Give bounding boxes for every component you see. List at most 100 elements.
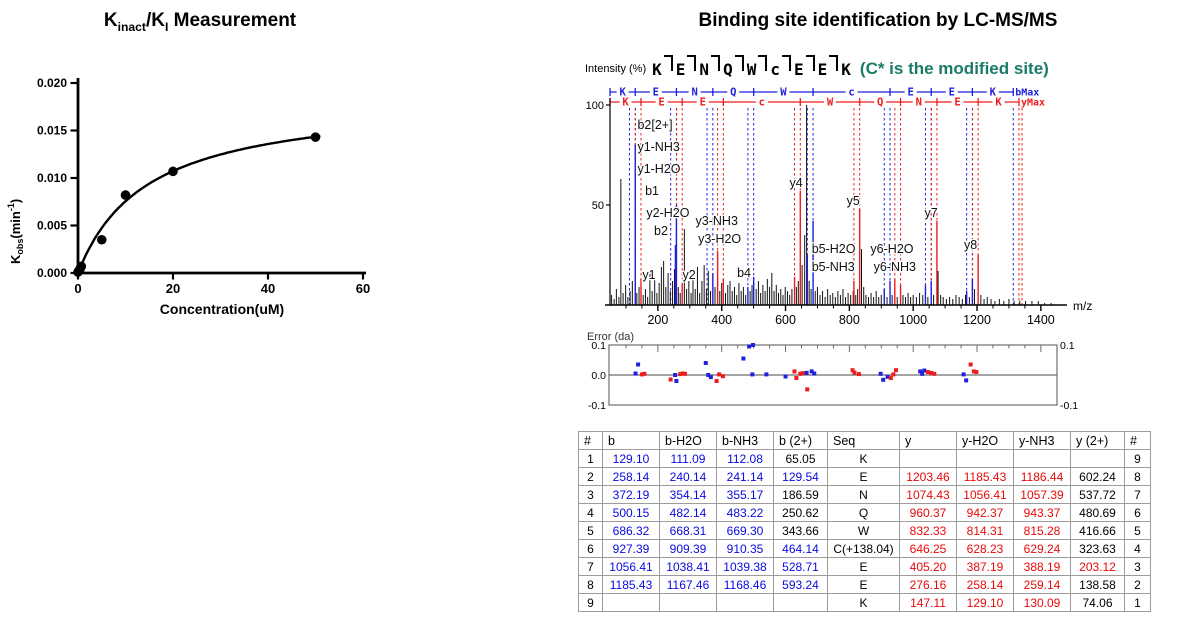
ion-mass-cell: 240.14 xyxy=(659,467,717,486)
ion-mass-cell: 480.69 xyxy=(1070,503,1125,522)
ion-mass-cell: 668.31 xyxy=(659,521,717,540)
b-ladder-letter-bg xyxy=(845,86,858,97)
title-text: K xyxy=(103,10,118,31)
y-ladder-letter-bg xyxy=(755,96,768,107)
fragmentation-mark-icon xyxy=(758,54,768,71)
error-axis-title: Error (da) xyxy=(587,331,634,343)
title-text: /K xyxy=(145,10,165,31)
x-tick-label: 60 xyxy=(356,281,370,296)
error-point xyxy=(918,369,923,374)
error-point xyxy=(961,372,966,377)
ion-mass-cell: 1056.41 xyxy=(602,557,660,576)
error-point xyxy=(856,372,861,377)
table-row: 1 129.10 111.09 112.08 65.05 K 9 xyxy=(578,449,1151,468)
ion-mass-cell: 3 xyxy=(578,485,603,504)
ion-mass-cell xyxy=(956,449,1014,468)
table-row: 7 1056.41 1038.41 1039.38 528.71 E 405.20 387.1… xyxy=(578,557,1151,576)
ion-mass-cell: 8 xyxy=(578,575,603,594)
sequence-residue: E xyxy=(817,59,828,79)
ion-mass-cell: 6 xyxy=(1124,503,1151,522)
sequence-residue: N xyxy=(699,59,710,79)
error-point xyxy=(673,373,678,377)
error-point xyxy=(674,379,679,383)
ion-mass-cell: 372.19 xyxy=(602,485,660,504)
column-header: Seq xyxy=(827,431,900,450)
peak-annotation: y6-H2O xyxy=(870,242,913,256)
ion-mass-cell: 5 xyxy=(578,521,603,540)
b-ladder-residue: W xyxy=(780,87,787,99)
table-header-row: # b b-H2O b-NH3 b (2+) Seq y y-H2O y-NH3 y (2+) # xyxy=(578,431,1151,450)
ion-mass-cell: 960.37 xyxy=(899,503,957,522)
ion-mass-cell: 354.14 xyxy=(659,485,717,504)
y-ladder-letter-bg xyxy=(655,96,668,107)
table-row: 3 372.19 354.14 355.17 186.59 N 1074.43 1056.41… xyxy=(578,485,1151,504)
b-ladder-residue: K xyxy=(990,87,997,99)
mass-error-chart: Error (da)0.10.0-0.10.1-0.1 xyxy=(587,331,1078,412)
error-point xyxy=(636,362,641,367)
error-point xyxy=(706,373,711,377)
x-tick-label: 0 xyxy=(74,281,81,296)
peak-annotation: y6-NH3 xyxy=(874,260,916,274)
error-point xyxy=(750,372,755,377)
modified-site-note: (C* is the modified site) xyxy=(859,59,1049,78)
error-point xyxy=(708,375,713,380)
x-tick-label: 40 xyxy=(261,281,275,296)
ion-mass-cell: 7 xyxy=(1124,485,1151,504)
y-tick-label: 0.020 xyxy=(37,76,67,90)
ion-mass-cell xyxy=(773,593,828,612)
ion-mass-cell: 537.72 xyxy=(1070,485,1125,504)
error-point xyxy=(678,372,683,377)
ion-mass-cell: 1056.41 xyxy=(956,485,1014,504)
error-point xyxy=(798,371,803,376)
column-header: # xyxy=(1124,431,1151,450)
error-point xyxy=(794,376,799,380)
title-text: Measurement xyxy=(168,10,297,31)
intensity-axis-label: Intensity (%) xyxy=(585,63,647,75)
error-point xyxy=(792,369,797,374)
ion-mass-cell: 323.63 xyxy=(1070,539,1125,558)
column-header: b xyxy=(602,431,660,450)
peak-annotation: b5-H2O xyxy=(812,242,856,256)
column-header: # xyxy=(578,431,603,450)
sequence-residue: W xyxy=(746,59,757,79)
error-point xyxy=(683,371,688,376)
ion-mass-cell: 250.62 xyxy=(773,503,828,522)
ion-mass-cell xyxy=(716,593,774,612)
b-ladder-letter-bg xyxy=(777,86,790,97)
ion-mass-cell: 1057.39 xyxy=(1013,485,1071,504)
b-ladder-letter-bg xyxy=(649,86,662,97)
error-y-label-right: -0.1 xyxy=(1060,400,1078,412)
b-ladder-residue: E xyxy=(653,87,659,99)
ion-mass-cell: 628.23 xyxy=(956,539,1014,558)
ion-mass-cell: E xyxy=(827,557,900,576)
error-point xyxy=(633,371,638,376)
error-point xyxy=(720,374,725,379)
fragmentation-mark-icon xyxy=(687,54,697,71)
ion-mass-cell: 909.39 xyxy=(659,539,717,558)
ion-mass-cell xyxy=(1013,449,1071,468)
y-ladder-residue: E xyxy=(700,97,706,109)
error-point xyxy=(714,379,719,383)
data-point xyxy=(120,190,131,200)
sequence-residue: E xyxy=(675,59,686,79)
ion-mass-cell: 130.09 xyxy=(1013,593,1071,612)
ion-mass-cell: 203.12 xyxy=(1070,557,1125,576)
ion-mass-cell: 355.17 xyxy=(716,485,774,504)
ion-mass-cell: K xyxy=(827,593,900,612)
sequence-residue: K xyxy=(652,59,662,79)
peak-annotation: b5-NH3 xyxy=(812,260,855,274)
peak-annotation: b4 xyxy=(737,266,751,280)
spectrum-x-tick-label: 800 xyxy=(839,313,860,327)
error-point xyxy=(764,372,769,377)
kinetics-title: Kinact/KI Measurement xyxy=(20,10,380,34)
ion-mass-cell xyxy=(659,593,717,612)
ion-mass-cell: 528.71 xyxy=(773,557,828,576)
y-ladder-residue: c xyxy=(759,97,765,109)
table-row: 2 258.14 240.14 241.14 129.54 E 1203.46 1185.43… xyxy=(578,467,1151,486)
table-row: 6 927.39 909.39 910.35 464.14 C(+138.04) 646.2… xyxy=(578,539,1151,558)
peak-annotation: y1 xyxy=(642,268,655,282)
fragment-ion-table: # b b-H2O b-NH3 b (2+) Seq y y-H2O y-NH3 y (2+) # … xyxy=(578,431,1151,612)
b-ladder-residue: N xyxy=(691,87,697,99)
ion-mass-cell: K xyxy=(827,449,900,468)
